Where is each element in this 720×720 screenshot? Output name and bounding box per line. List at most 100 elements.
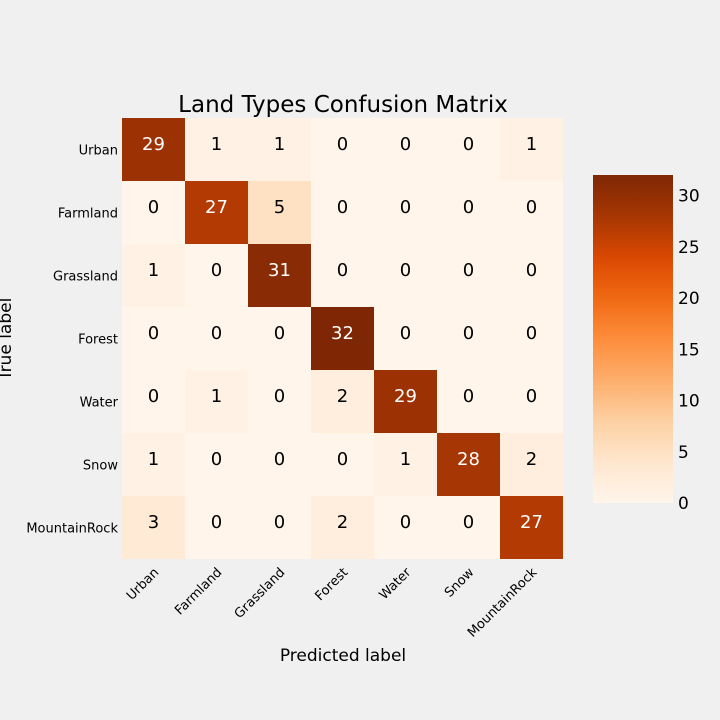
heatmap-cell — [248, 433, 311, 496]
cell-value-label: 0 — [463, 323, 474, 344]
heatmap-cell — [437, 370, 500, 433]
cell-value-label: 1 — [274, 134, 285, 155]
cell-value-label: 0 — [463, 134, 474, 155]
heatmap-cell — [248, 118, 311, 181]
heatmap-cell — [500, 433, 563, 496]
heatmap-cell — [248, 181, 311, 244]
cell-value-label: 0 — [463, 386, 474, 407]
heatmap-cell — [374, 496, 437, 559]
cell-value-label: 1 — [400, 449, 411, 470]
heatmap-cell — [248, 370, 311, 433]
heatmap-cell — [374, 370, 437, 433]
colorbar-tick-label: 25 — [678, 238, 700, 258]
heatmap-cell-labels: 29 1 1 0 0 0 10 27 5 0 0 0 01 0 31 0 0 0 00 0 0 32 0 0 00 1 0 2 29 0 0… — [142, 134, 543, 533]
heatmap-cell — [437, 433, 500, 496]
heatmap-cell — [185, 433, 248, 496]
cell-value-label: 0 — [526, 386, 537, 407]
heatmap-cell — [248, 244, 311, 307]
cell-value-label: 2 — [526, 449, 537, 470]
heatmap-cell — [437, 181, 500, 244]
cell-value-label: 1 — [148, 449, 159, 470]
heatmap-cell — [311, 244, 374, 307]
cell-value-label: 1 — [211, 386, 222, 407]
cell-value-label: 0 — [463, 197, 474, 218]
cell-value-label: 0 — [211, 449, 222, 470]
heatmap-cells — [122, 118, 563, 559]
cell-value-label: 29 — [142, 134, 165, 155]
y-tick-labels: Urban Farmland Grassland Forest Water Snow Mou… — [26, 144, 118, 537]
cell-value-label: 27 — [205, 197, 228, 218]
heatmap-cell — [500, 496, 563, 559]
heatmap-cell — [437, 244, 500, 307]
heatmap-cell — [437, 307, 500, 370]
cell-value-label: 0 — [211, 323, 222, 344]
heatmap-cell — [500, 118, 563, 181]
y-tick-label: MountainRock — [26, 522, 118, 537]
heatmap-cell — [122, 370, 185, 433]
cell-value-label: 0 — [211, 512, 222, 533]
y-tick-label: Forest — [78, 333, 118, 348]
cell-value-label: 0 — [274, 323, 285, 344]
cell-value-label: 0 — [526, 197, 537, 218]
heatmap-cell — [122, 307, 185, 370]
colorbar — [593, 175, 673, 503]
cell-value-label: 0 — [148, 386, 159, 407]
heatmap-cell — [311, 496, 374, 559]
cell-value-label: 0 — [400, 512, 411, 533]
colorbar-tick-label: 10 — [678, 392, 700, 412]
cell-value-label: 28 — [457, 449, 480, 470]
cell-value-label: 0 — [400, 197, 411, 218]
heatmap-cell — [122, 181, 185, 244]
heatmap-cell — [437, 496, 500, 559]
heatmap-cell — [311, 181, 374, 244]
cell-value-label: 0 — [526, 323, 537, 344]
heatmap-cell — [248, 307, 311, 370]
colorbar-tick-label: 30 — [678, 187, 700, 207]
cell-value-label: 0 — [148, 323, 159, 344]
heatmap-cell — [374, 307, 437, 370]
heatmap-cell — [500, 244, 563, 307]
heatmap-cell — [185, 118, 248, 181]
heatmap-cell — [374, 244, 437, 307]
y-tick-label: Urban — [79, 144, 118, 159]
heatmap-cell — [500, 370, 563, 433]
cell-value-label: 2 — [337, 386, 348, 407]
cell-value-label: 1 — [148, 260, 159, 281]
cell-value-label: 31 — [268, 260, 291, 281]
cell-value-label: 0 — [211, 260, 222, 281]
heatmap-cell — [437, 118, 500, 181]
cell-value-label: 0 — [463, 512, 474, 533]
heatmap-cell — [374, 181, 437, 244]
cell-value-label: 0 — [274, 449, 285, 470]
cell-value-label: 27 — [520, 512, 543, 533]
y-tick-label: Snow — [83, 459, 118, 474]
colorbar-tick-label: 5 — [678, 443, 689, 463]
heatmap-cell — [374, 118, 437, 181]
cell-value-label: 1 — [211, 134, 222, 155]
y-tick-label: Grassland — [53, 270, 118, 285]
cell-value-label: 0 — [274, 386, 285, 407]
heatmap-cell — [185, 496, 248, 559]
heatmap-cell — [248, 496, 311, 559]
cell-value-label: 32 — [331, 323, 354, 344]
cell-value-label: 0 — [463, 260, 474, 281]
cell-value-label: 5 — [274, 197, 285, 218]
heatmap-cell — [311, 433, 374, 496]
cell-value-label: 29 — [394, 386, 417, 407]
chart-title: Land Types Confusion Matrix — [178, 92, 508, 118]
heatmap-cell — [122, 118, 185, 181]
cell-value-label: 0 — [337, 260, 348, 281]
cell-value-label: 1 — [526, 134, 537, 155]
cell-value-label: 3 — [148, 512, 159, 533]
heatmap-cell — [311, 118, 374, 181]
colorbar-tick-label: 20 — [678, 289, 700, 309]
heatmap-cell — [122, 244, 185, 307]
cell-value-label: 0 — [400, 134, 411, 155]
heatmap-cell — [500, 181, 563, 244]
cell-value-label: 0 — [337, 449, 348, 470]
heatmap-cell — [311, 370, 374, 433]
heatmap-cell — [185, 370, 248, 433]
cell-value-label: 0 — [148, 197, 159, 218]
cell-value-label: 0 — [337, 197, 348, 218]
cell-value-label: 0 — [274, 512, 285, 533]
